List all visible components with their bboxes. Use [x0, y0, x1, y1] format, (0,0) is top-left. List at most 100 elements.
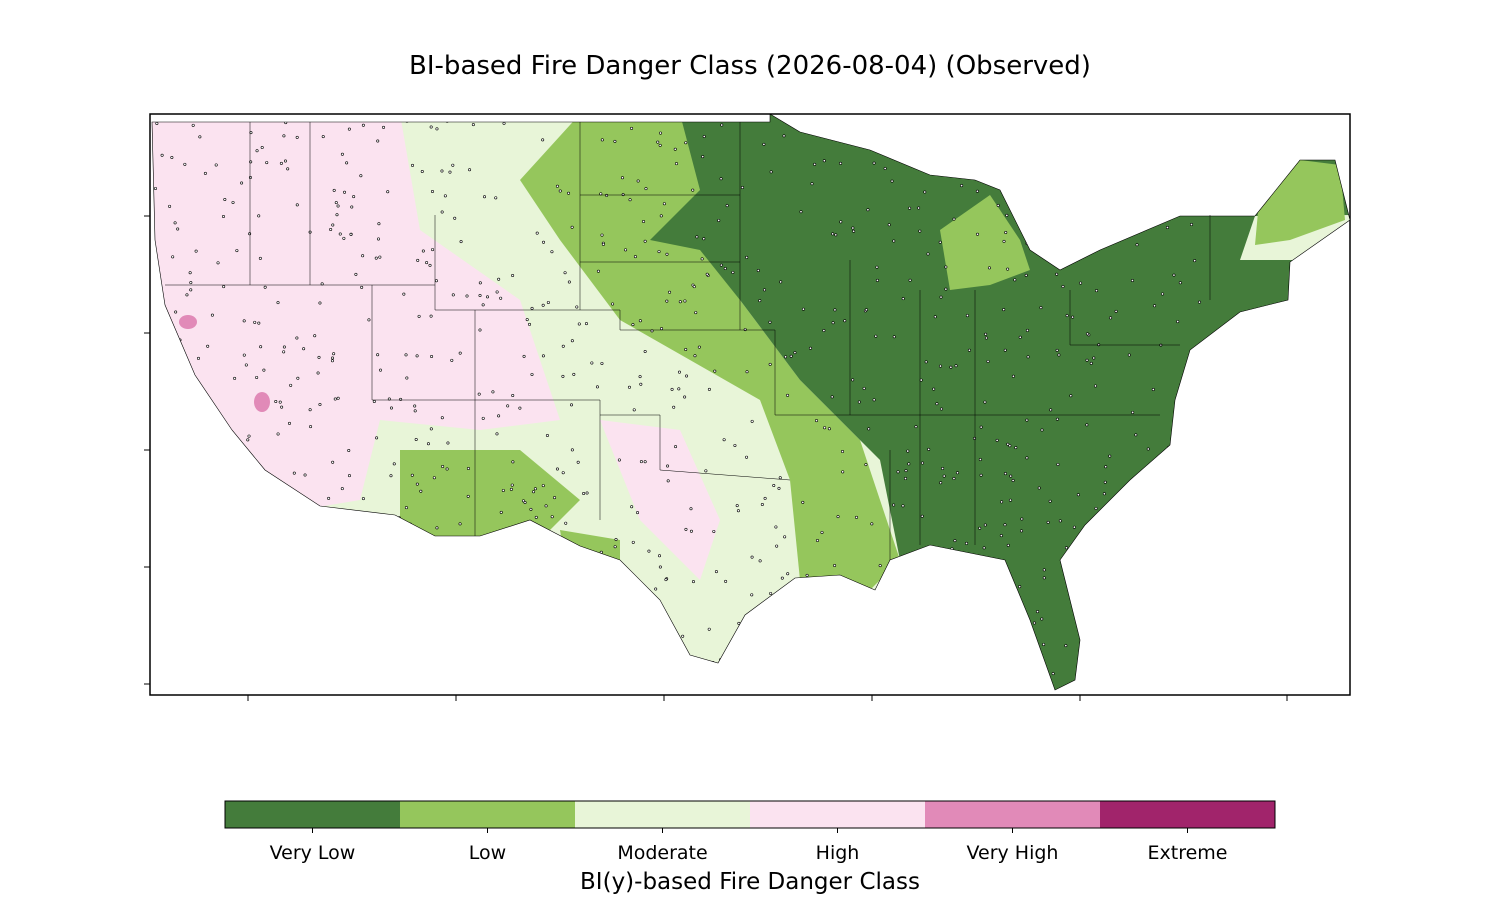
station — [416, 258, 420, 262]
station — [685, 374, 689, 378]
station — [1058, 519, 1062, 523]
station — [189, 288, 193, 292]
station — [522, 354, 526, 358]
station — [736, 509, 740, 513]
station — [376, 353, 380, 357]
station — [173, 221, 177, 225]
station — [839, 220, 843, 224]
station — [808, 346, 812, 350]
station — [377, 222, 381, 226]
station — [595, 385, 599, 389]
station — [420, 170, 424, 174]
station — [561, 344, 565, 348]
station — [647, 549, 651, 553]
station — [415, 482, 419, 486]
station — [523, 501, 527, 505]
station — [247, 434, 251, 438]
station — [867, 427, 871, 431]
region — [179, 315, 197, 329]
station — [1026, 355, 1030, 359]
station — [689, 529, 693, 533]
station — [1153, 304, 1157, 308]
station — [329, 228, 333, 232]
station — [820, 530, 824, 534]
station — [506, 404, 510, 408]
station — [769, 170, 773, 174]
station — [758, 299, 762, 303]
station — [1008, 498, 1012, 502]
station — [941, 466, 945, 470]
station — [434, 279, 438, 283]
station — [248, 232, 252, 236]
station — [697, 345, 701, 349]
station — [758, 559, 762, 563]
station — [932, 387, 936, 391]
station — [659, 131, 663, 135]
station — [286, 167, 290, 171]
station — [717, 218, 721, 222]
station — [864, 463, 868, 467]
station — [347, 127, 351, 131]
station — [1042, 576, 1046, 580]
station — [570, 225, 574, 229]
colorbar-class-label: Extreme — [1148, 842, 1228, 864]
station — [421, 249, 425, 253]
station — [601, 242, 605, 246]
colorbar-segment — [925, 801, 1100, 828]
station — [1109, 316, 1113, 320]
station — [864, 308, 868, 312]
station — [1197, 300, 1201, 304]
station — [458, 522, 462, 526]
station — [702, 134, 706, 138]
station — [920, 461, 924, 465]
station — [984, 332, 988, 336]
station — [478, 328, 482, 332]
station — [944, 287, 948, 291]
station — [691, 580, 695, 584]
station — [242, 319, 246, 323]
station — [1049, 408, 1053, 412]
station — [630, 505, 634, 509]
station — [1048, 499, 1052, 503]
station — [223, 198, 227, 202]
station — [743, 328, 747, 332]
station — [338, 232, 342, 236]
station — [404, 506, 408, 510]
station — [901, 297, 905, 301]
station — [831, 321, 835, 325]
station — [793, 351, 797, 355]
station — [244, 363, 248, 367]
station — [1085, 423, 1089, 427]
station — [428, 263, 432, 267]
station — [572, 372, 576, 376]
station — [643, 350, 647, 354]
station — [677, 370, 681, 374]
station — [659, 214, 663, 218]
station — [599, 192, 603, 196]
station — [786, 393, 790, 397]
station — [783, 535, 787, 539]
station — [499, 296, 503, 300]
station — [949, 365, 953, 369]
station — [1025, 418, 1029, 422]
station — [440, 169, 444, 173]
station — [441, 464, 445, 468]
station — [890, 179, 894, 183]
station — [584, 322, 588, 326]
station — [851, 226, 855, 230]
station — [1114, 309, 1118, 313]
station — [582, 492, 586, 496]
station — [350, 205, 354, 209]
station — [317, 355, 321, 359]
station — [919, 378, 923, 382]
station — [1065, 314, 1069, 318]
station — [501, 488, 505, 492]
station — [774, 525, 778, 529]
station — [203, 171, 207, 175]
station — [561, 374, 565, 378]
station — [920, 514, 924, 518]
station — [276, 432, 280, 436]
station — [555, 467, 559, 471]
station — [665, 252, 669, 256]
